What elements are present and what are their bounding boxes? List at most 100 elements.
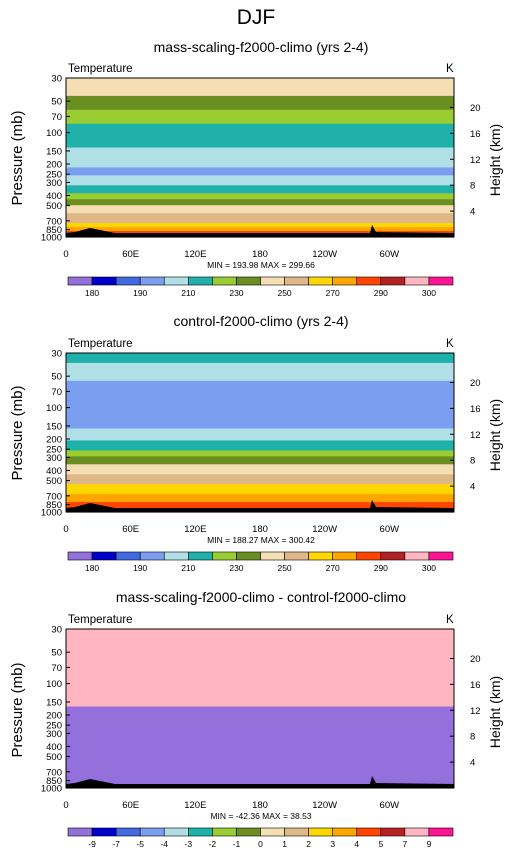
contour-band — [66, 117, 454, 121]
contour-band — [66, 506, 454, 509]
contour-band — [66, 159, 454, 163]
y-axis-label: Pressure (mb) — [9, 110, 26, 205]
contour-band — [66, 656, 454, 660]
contour-band — [66, 87, 454, 91]
contour-band — [66, 704, 454, 708]
colorbar-label: 180 — [85, 563, 99, 573]
contour-band — [66, 754, 454, 757]
contour-band — [66, 109, 454, 113]
contour-band — [66, 730, 454, 733]
colorbar-box — [284, 827, 309, 837]
contour-band — [66, 470, 454, 473]
contour-band — [66, 766, 454, 769]
y-tick-label: 50 — [51, 372, 62, 383]
colorbar-label: 270 — [326, 563, 340, 573]
colorbar-box — [91, 551, 117, 561]
y-tick-label: 150 — [46, 697, 62, 708]
contour-band — [66, 450, 454, 453]
colorbar-box — [380, 827, 406, 837]
contour-band — [66, 436, 454, 440]
contour-band — [66, 474, 454, 477]
contour-band — [66, 93, 454, 97]
contour-band — [66, 199, 454, 202]
contour-band — [66, 378, 454, 382]
colorbar-box — [188, 551, 213, 561]
y-tick-label: 400 — [46, 466, 62, 477]
colorbar-label: 4 — [354, 839, 359, 849]
contour-band — [66, 676, 454, 680]
contour-band — [66, 121, 454, 125]
y-axis-label: Pressure (mb) — [9, 662, 26, 757]
colorbar-box — [67, 827, 93, 837]
colorbar-label: -9 — [88, 839, 96, 849]
contour-band — [66, 660, 454, 664]
y-axis-right-label: Height (km) — [487, 399, 503, 471]
contour-band — [66, 127, 454, 131]
y-tick-label: 1000 — [41, 784, 62, 795]
y-tick-label: 500 — [46, 752, 62, 763]
contour-band — [66, 636, 454, 640]
colorbar-label: 250 — [277, 288, 291, 298]
contour-band — [66, 476, 454, 479]
contour-band — [66, 175, 454, 178]
contour-band — [66, 458, 454, 461]
contour-band — [66, 700, 454, 704]
contour-band — [66, 191, 454, 194]
contour-band — [66, 123, 454, 127]
panel-title: mass-scaling-f2000-climo (yrs 2-4) — [154, 39, 369, 55]
contour-band — [66, 678, 454, 682]
contour-band — [66, 79, 454, 83]
contour-band — [66, 762, 454, 765]
contour-band — [66, 760, 454, 763]
y-tick-label: 250 — [46, 721, 62, 732]
height-tick-label: 16 — [470, 404, 481, 415]
contour-band — [66, 384, 454, 388]
contour-band — [66, 504, 454, 507]
contour-band — [66, 416, 454, 420]
contour-band — [66, 686, 454, 690]
contour-band — [66, 734, 454, 737]
contour-band — [66, 662, 454, 666]
y-tick-label: 250 — [46, 170, 62, 181]
contour-band — [66, 173, 454, 176]
colorbar-box — [212, 827, 237, 837]
contour-band — [66, 101, 454, 105]
colorbar-box — [139, 551, 165, 561]
contour-band — [66, 448, 454, 451]
colorbar-label: -2 — [209, 839, 217, 849]
contour-band — [66, 161, 454, 165]
x-tick-label: 120W — [312, 249, 337, 260]
height-tick-label: 4 — [470, 207, 475, 218]
colorbar-label: 300 — [422, 563, 436, 573]
contour-band — [66, 672, 454, 676]
contour-band — [66, 422, 454, 426]
contour-band — [66, 195, 454, 198]
colorbar-label: 5 — [378, 839, 383, 849]
contour-band — [66, 185, 454, 188]
colorbar-label: 290 — [374, 563, 388, 573]
contour-band — [66, 207, 454, 210]
contour-band — [66, 472, 454, 475]
colorbar-label: 3 — [330, 839, 335, 849]
contour-band — [66, 356, 454, 360]
min-max-label: MIN = -42.36 MAX = 38.53 — [210, 811, 311, 821]
x-tick-label: 60W — [380, 524, 400, 535]
x-tick-label: 0 — [63, 524, 68, 535]
contour-band — [66, 690, 454, 694]
contour-band — [66, 696, 454, 700]
colorbar-box — [115, 551, 141, 561]
contour-band — [66, 225, 454, 228]
contour-band — [66, 738, 454, 741]
contour-band — [66, 392, 454, 396]
y-tick-label: 500 — [46, 476, 62, 487]
colorbar-label: 2 — [306, 839, 311, 849]
height-tick-label: 16 — [470, 680, 481, 691]
contour-band — [66, 642, 454, 646]
contour-band — [66, 89, 454, 93]
height-tick-label: 4 — [470, 758, 475, 769]
y-tick-label: 200 — [46, 435, 62, 446]
contour-band — [66, 414, 454, 418]
colorbar-box — [163, 276, 189, 286]
contour-band — [66, 664, 454, 668]
